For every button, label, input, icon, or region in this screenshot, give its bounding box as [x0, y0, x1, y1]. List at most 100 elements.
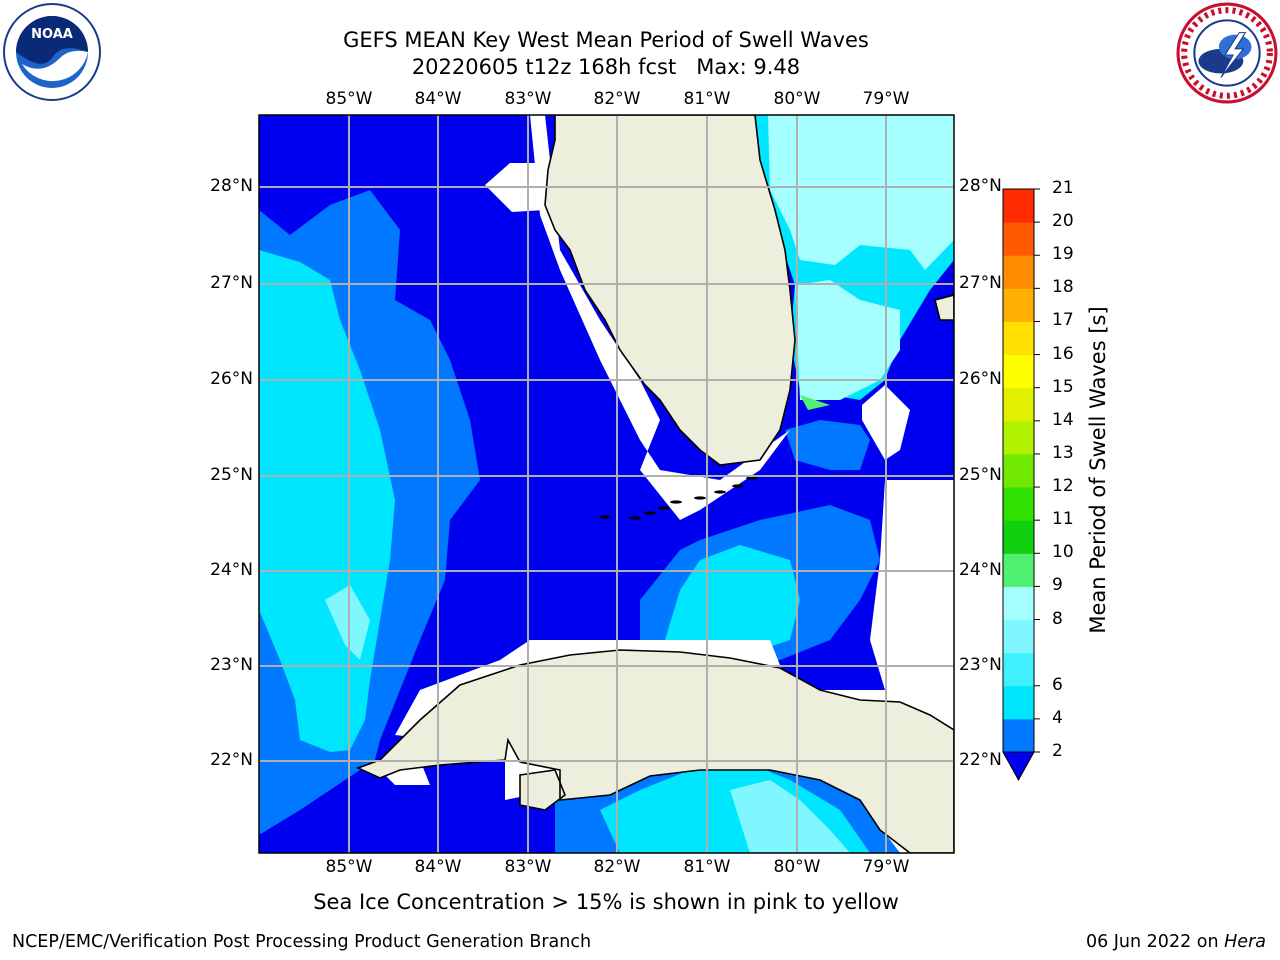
colorbar-segment-12-13: [1003, 453, 1034, 488]
colorbar-segment-11-12: [1003, 487, 1034, 521]
colorbar-tick-label-6: 6: [1052, 674, 1063, 695]
florida-key-2: [629, 516, 641, 520]
lon-tick-bottom-2: 83°W: [504, 857, 552, 877]
land-isla-de-la-juventud: [520, 770, 565, 810]
colorbar-tick-label-13: 13: [1052, 442, 1074, 463]
colorbar-tick-label-9: 9: [1052, 575, 1063, 596]
no-data-florida-coast: [530, 115, 790, 520]
florida-key-3: [644, 511, 656, 515]
colorbar-segment-7-8: [1003, 619, 1034, 654]
land-isla-de-la-juventud-coastline: [519, 769, 566, 811]
date-stamp: 06 Jun 2022 on Hera: [1086, 932, 1266, 952]
lon-tick-bottom-3: 82°W: [593, 857, 641, 877]
lon-tick-top-0: 85°W: [325, 89, 373, 109]
lat-tick-right-6: 22°N: [959, 750, 1002, 770]
lon-tick-bottom-6: 79°W: [862, 857, 910, 877]
lat-tick-left-0: 28°N: [210, 176, 253, 196]
colorbar-segment-19-20: [1003, 222, 1034, 256]
colorbar-segment-14-15: [1003, 387, 1034, 422]
colorbar-segment-6-7: [1003, 652, 1034, 687]
lat-tick-left-1: 27°N: [210, 273, 253, 293]
colorbar-under-arrow: [1002, 751, 1035, 782]
swell-band-9-10s-patch: [800, 395, 830, 410]
colorbar-tick-label-19: 19: [1052, 244, 1074, 265]
colorbar-segment-10-11: [1003, 520, 1034, 554]
lat-tick-right-1: 27°N: [959, 273, 1002, 293]
colorbar-segment-13-14: [1003, 420, 1034, 455]
lon-tick-top-4: 81°W: [683, 89, 731, 109]
map-frame: [258, 114, 955, 854]
colorbar-tick-label-15: 15: [1052, 376, 1074, 397]
lon-tick-bottom-1: 84°W: [414, 857, 462, 877]
lon-tick-top-3: 82°W: [593, 89, 641, 109]
lon-tick-top-2: 83°W: [504, 89, 552, 109]
land-cuba-coastline: [355, 649, 954, 853]
colorbar-segment-17-18: [1003, 288, 1034, 322]
lon-tick-top-6: 79°W: [862, 89, 910, 109]
florida-key-8: [732, 484, 744, 488]
lat-tick-right-5: 23°N: [959, 655, 1002, 675]
host-name: Hera: [1224, 932, 1266, 952]
florida-key-4: [658, 506, 670, 510]
lat-tick-right-4: 24°N: [959, 560, 1002, 580]
noaa-logo: NOAA: [3, 3, 101, 101]
map-area: [259, 115, 954, 853]
sea-ice-footnote: Sea Ice Concentration > 15% is shown in …: [313, 890, 899, 914]
land-bahamas: [935, 295, 954, 320]
colorbar-tick-label-8: 8: [1052, 608, 1063, 629]
florida-key-6: [694, 496, 706, 500]
lat-tick-left-2: 26°N: [210, 369, 253, 389]
colorbar-segment-8-9: [1003, 586, 1034, 621]
svg-text:NOAA: NOAA: [31, 27, 73, 42]
land-florida-coastline: [544, 115, 796, 466]
credit-line: NCEP/EMC/Verification Post Processing Pr…: [12, 932, 592, 952]
colorbar-frame: [1002, 188, 1035, 753]
colorbar-tick-label-17: 17: [1052, 310, 1074, 331]
lon-tick-bottom-4: 81°W: [683, 857, 731, 877]
florida-key-5: [670, 500, 682, 504]
florida-key-9: [746, 476, 758, 480]
colorbar-tick-label-11: 11: [1052, 509, 1074, 530]
lat-tick-left-3: 25°N: [210, 465, 253, 485]
colorbar-tick-label-14: 14: [1052, 409, 1074, 430]
colorbar-tick-label-18: 18: [1052, 277, 1074, 298]
map-subtitle: 20220605 t12z 168h fcst Max: 9.48: [411, 55, 801, 79]
date-text: 06 Jun 2022 on: [1085, 932, 1225, 952]
colorbar-segment-4-6: [1003, 685, 1034, 720]
swell-band-6-7s-west: [325, 585, 370, 660]
colorbar-tick-label-12: 12: [1052, 476, 1074, 497]
lat-tick-left-4: 24°N: [210, 560, 253, 580]
colorbar-tick-label-2: 2: [1052, 741, 1063, 761]
colorbar-segment-9-10: [1003, 553, 1034, 587]
lat-tick-right-3: 25°N: [959, 465, 1002, 485]
colorbar-tick-label-4: 4: [1052, 707, 1063, 728]
map-title: GEFS MEAN Key West Mean Period of Swell …: [343, 28, 869, 52]
lat-tick-left-5: 23°N: [210, 655, 253, 675]
lon-tick-top-1: 84°W: [414, 89, 462, 109]
lat-tick-left-6: 22°N: [210, 750, 253, 770]
swell-band-8-9s-east: [768, 115, 954, 270]
lon-tick-bottom-5: 80°W: [773, 857, 821, 877]
swell-band-2-4s-straits: [785, 420, 870, 470]
florida-key-7: [714, 490, 726, 494]
colorbar-tick-label-20: 20: [1052, 211, 1074, 232]
no-data-east-2: [870, 480, 954, 690]
swell-band-8-9s-east-lower: [795, 280, 900, 400]
colorbar-segment-15-16: [1003, 354, 1034, 389]
colorbar-tick-label-16: 16: [1052, 343, 1074, 364]
lon-tick-top-5: 80°W: [773, 89, 821, 109]
colorbar-segment-2-4: [1003, 718, 1034, 753]
lon-tick-bottom-0: 85°W: [325, 857, 373, 877]
colorbar-title: Mean Period of Swell Waves [s]: [1086, 306, 1110, 634]
florida-key-1: [599, 515, 611, 519]
land-cuba: [358, 650, 954, 853]
land-florida: [545, 115, 795, 465]
lat-tick-right-2: 26°N: [959, 369, 1002, 389]
colorbar-tick-label-10: 10: [1052, 542, 1074, 563]
colorbar-segment-20-21: [1003, 189, 1034, 223]
land-bahamas-coastline: [934, 294, 954, 321]
colorbar-tick-label-21: 21: [1052, 178, 1074, 198]
nws-logo: [1176, 2, 1278, 104]
colorbar-segment-16-17: [1003, 321, 1034, 356]
